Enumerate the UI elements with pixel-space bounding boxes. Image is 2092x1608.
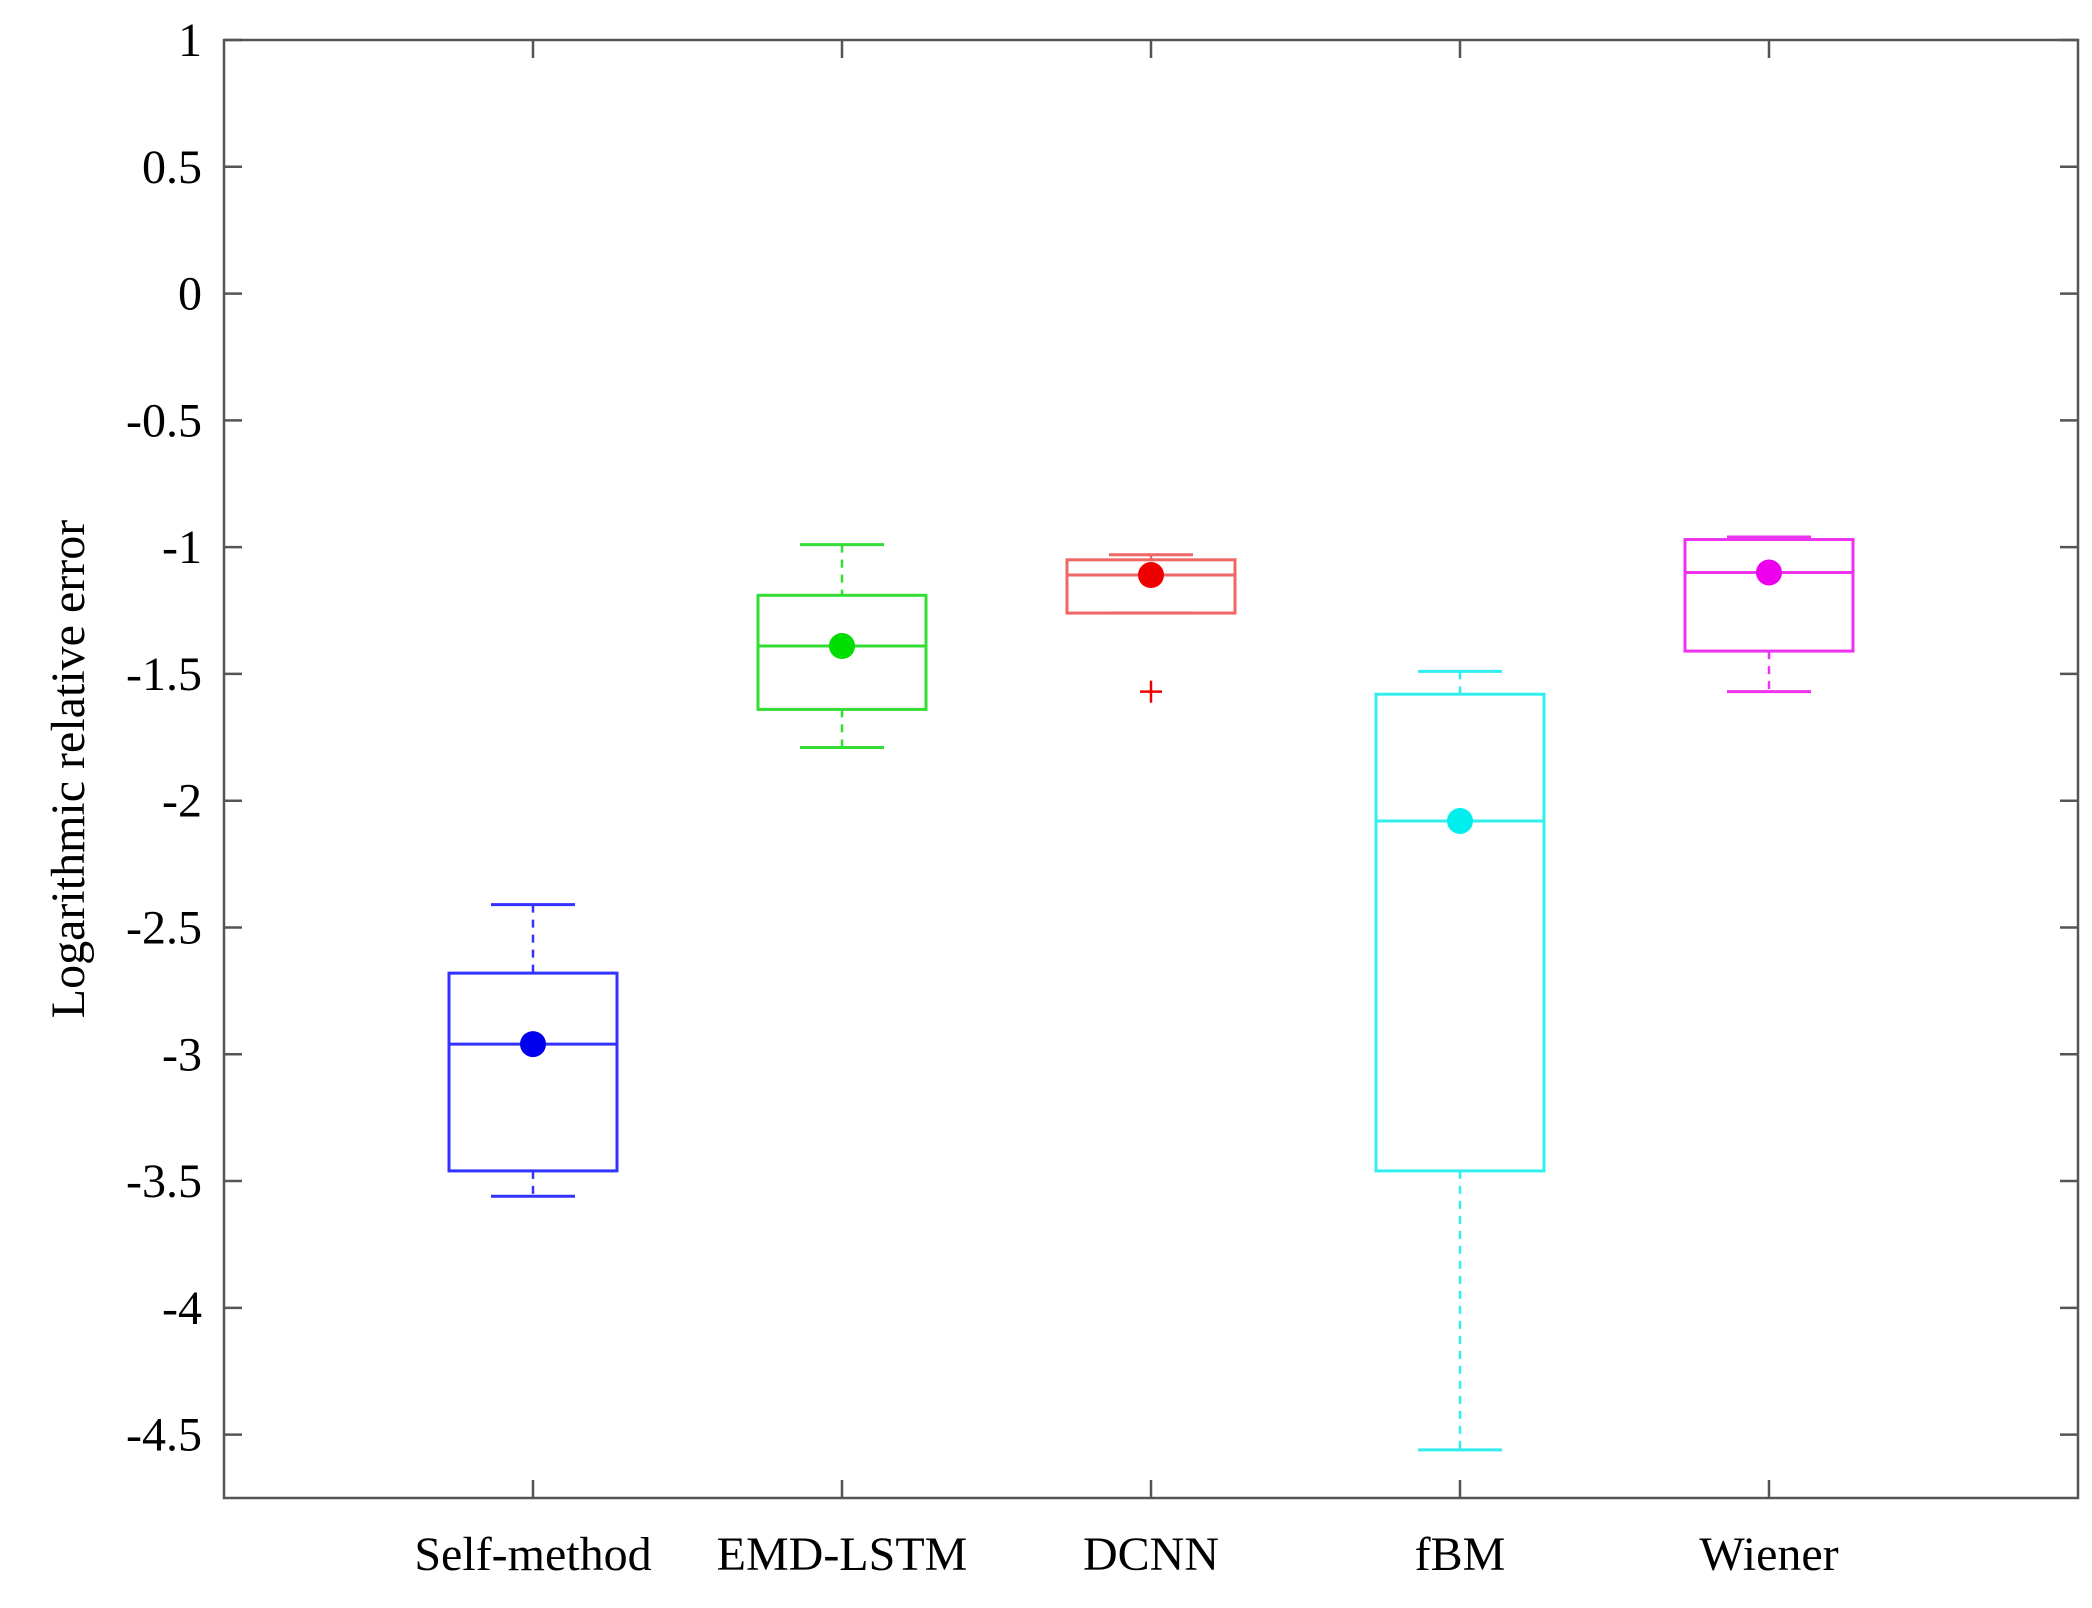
y-axis: 1 0.5 0 -0.5 -1 -1.5 -2 -2.5 -3 -3.5 -4 -4.5 [126, 14, 2078, 1462]
y-tick-label: 0 [178, 268, 202, 321]
y-tick-label: -1.5 [126, 648, 202, 701]
y-tick-label: -2.5 [126, 901, 202, 954]
x-tick-label: Wiener [1699, 1528, 1838, 1581]
box-emd-lstm [756, 543, 928, 749]
mean-marker [1756, 559, 1782, 586]
y-tick-label: 1 [178, 14, 202, 67]
box-iqr [756, 593, 928, 711]
mean-marker [829, 633, 855, 660]
y-tick-label: -4.5 [126, 1409, 202, 1462]
y-tick-label: -0.5 [126, 394, 202, 447]
y-tick-label: -3 [162, 1028, 202, 1081]
box-iqr [1683, 538, 1855, 653]
y-tick-label: -4 [162, 1282, 202, 1335]
outlier-marker [1140, 680, 1162, 703]
x-axis: Self-method EMD-LSTM DCNN fBM Wiener [414, 40, 1839, 1581]
y-tick-label: -1 [162, 521, 202, 574]
boxes [447, 535, 1855, 1452]
box-self-method [447, 903, 619, 1198]
y-axis-label: Logarithmic relative error [42, 520, 95, 1018]
box-iqr [447, 971, 619, 1173]
x-tick-label: DCNN [1083, 1528, 1219, 1581]
box-dcnn [1065, 553, 1237, 703]
y-tick-label: -2 [162, 775, 202, 828]
mean-marker [1138, 562, 1164, 589]
box-fbm [1374, 669, 1546, 1452]
x-tick-label: Self-method [414, 1528, 651, 1581]
x-tick-label: fBM [1415, 1528, 1506, 1581]
box-wiener [1683, 535, 1855, 694]
box-iqr [1374, 692, 1546, 1173]
plot-area-frame [222, 38, 2080, 1500]
y-tick-label: 0.5 [142, 141, 202, 194]
mean-marker [1447, 807, 1473, 834]
mean-marker [520, 1031, 546, 1058]
box-iqr [1065, 558, 1237, 615]
x-tick-label: EMD-LSTM [717, 1528, 968, 1581]
y-tick-label: -3.5 [126, 1155, 202, 1208]
